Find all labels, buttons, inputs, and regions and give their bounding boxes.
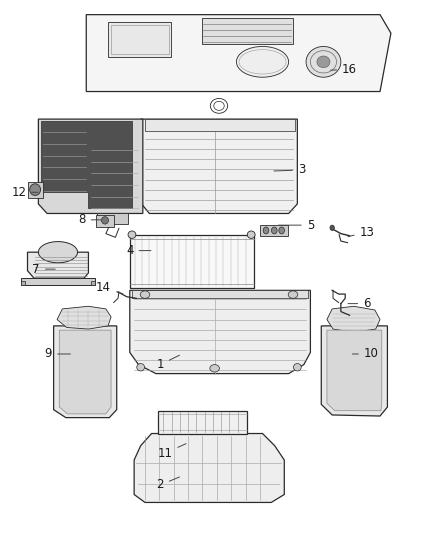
Ellipse shape xyxy=(288,291,298,298)
Polygon shape xyxy=(28,252,88,278)
Text: 13: 13 xyxy=(348,225,374,239)
Ellipse shape xyxy=(30,184,41,196)
Polygon shape xyxy=(53,326,117,418)
Polygon shape xyxy=(327,306,380,332)
Ellipse shape xyxy=(247,231,255,238)
Ellipse shape xyxy=(237,46,289,77)
Ellipse shape xyxy=(128,231,136,238)
Polygon shape xyxy=(57,306,111,329)
Ellipse shape xyxy=(272,227,277,234)
Polygon shape xyxy=(108,21,171,57)
Polygon shape xyxy=(327,330,382,411)
Text: 5: 5 xyxy=(279,219,314,232)
Text: 1: 1 xyxy=(156,355,180,371)
Text: 6: 6 xyxy=(348,297,371,310)
Ellipse shape xyxy=(293,364,301,371)
Ellipse shape xyxy=(102,216,109,224)
Polygon shape xyxy=(260,225,288,236)
Polygon shape xyxy=(28,182,43,198)
Polygon shape xyxy=(21,281,25,285)
Text: 16: 16 xyxy=(331,63,357,76)
Text: 4: 4 xyxy=(126,244,151,257)
Ellipse shape xyxy=(39,241,78,263)
Ellipse shape xyxy=(137,364,145,371)
Ellipse shape xyxy=(210,365,219,372)
Polygon shape xyxy=(41,120,132,208)
Text: 14: 14 xyxy=(96,281,123,294)
Text: 7: 7 xyxy=(32,263,55,276)
Polygon shape xyxy=(201,18,293,44)
Polygon shape xyxy=(96,215,114,227)
Text: 2: 2 xyxy=(156,477,180,491)
Text: 10: 10 xyxy=(352,348,379,360)
Polygon shape xyxy=(86,14,391,92)
Polygon shape xyxy=(130,290,311,374)
Ellipse shape xyxy=(330,225,334,230)
Polygon shape xyxy=(132,290,308,298)
Ellipse shape xyxy=(263,227,269,234)
Polygon shape xyxy=(39,119,143,214)
Polygon shape xyxy=(141,119,297,214)
Text: 11: 11 xyxy=(158,443,186,459)
Polygon shape xyxy=(97,214,127,224)
Text: 9: 9 xyxy=(45,348,71,360)
Text: 12: 12 xyxy=(11,186,38,199)
Ellipse shape xyxy=(306,46,341,77)
Polygon shape xyxy=(130,235,254,288)
Ellipse shape xyxy=(140,291,150,298)
Polygon shape xyxy=(158,411,247,433)
Polygon shape xyxy=(59,330,111,414)
Text: 8: 8 xyxy=(78,213,101,227)
Polygon shape xyxy=(321,326,388,416)
Polygon shape xyxy=(145,119,295,131)
Polygon shape xyxy=(134,433,284,503)
Text: 3: 3 xyxy=(274,164,305,176)
Ellipse shape xyxy=(317,56,330,68)
Polygon shape xyxy=(91,281,95,285)
Ellipse shape xyxy=(279,227,285,234)
Polygon shape xyxy=(21,278,95,285)
